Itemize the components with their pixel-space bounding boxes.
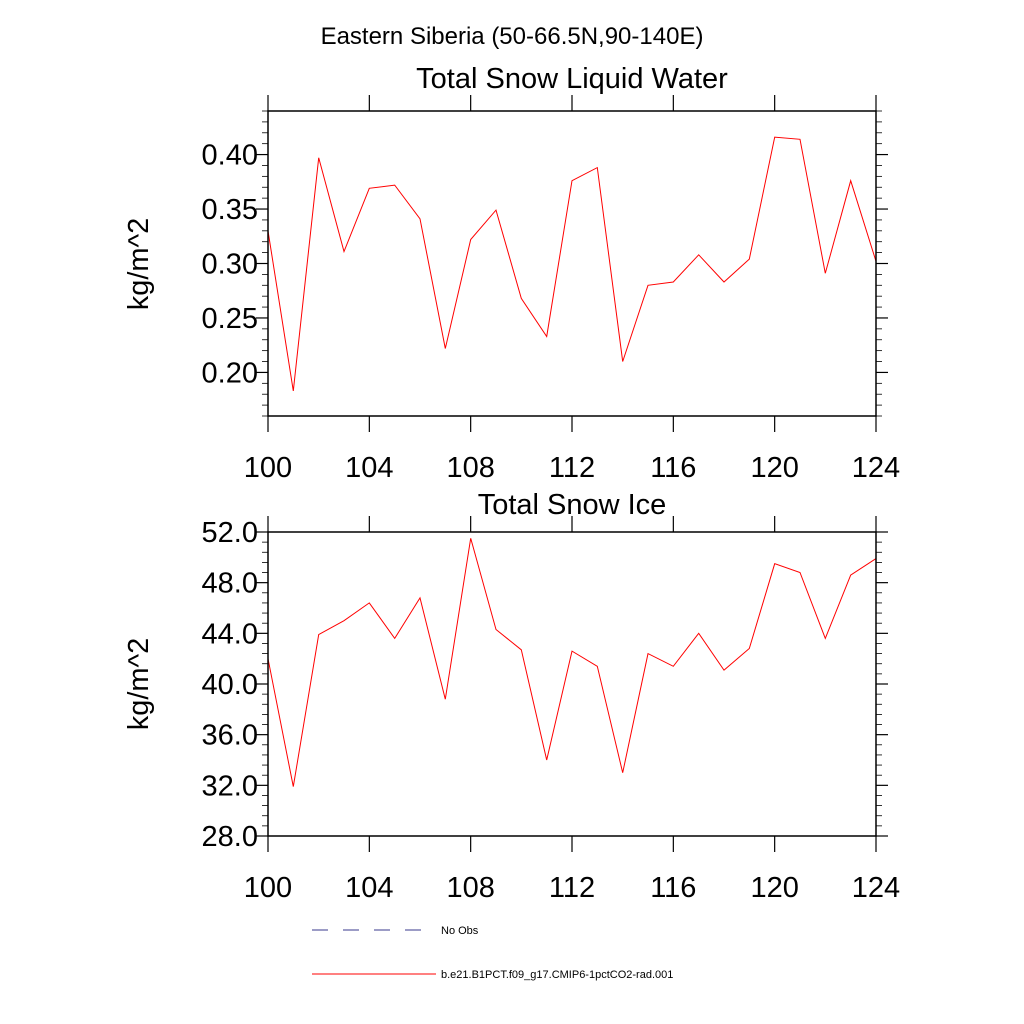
x-tick-label: 112 xyxy=(549,452,595,484)
x-tick-label: 100 xyxy=(244,452,292,484)
snow-liquid-water-plot: Total Snow Liquid Water kg/m^2 100 104 108… xyxy=(123,63,900,484)
y-tick-label: 0.35 xyxy=(202,194,258,226)
x-tick-label: 108 xyxy=(446,452,494,484)
x-tick-label: 116 xyxy=(650,452,696,484)
y-axis-label: kg/m^2 xyxy=(123,638,155,731)
y-tick-label: 48.0 xyxy=(202,568,258,600)
x-tick-label: 124 xyxy=(852,872,900,904)
x-tick-label: 108 xyxy=(446,872,494,904)
series-line xyxy=(267,136,877,391)
x-tick-label: 120 xyxy=(750,872,798,904)
x-tick-label: 124 xyxy=(852,452,900,484)
x-tick-label: 116 xyxy=(650,872,696,904)
axis-ticks xyxy=(256,95,888,432)
y-tick-label: 0.30 xyxy=(202,249,258,281)
legend: No Obs b.e21.B1PCT.f09_g17.CMIP6-1pctCO2… xyxy=(312,925,673,981)
legend-label-no-obs: No Obs xyxy=(441,925,479,937)
series-group xyxy=(267,136,877,391)
x-tick-label: 120 xyxy=(750,452,798,484)
page-title: Eastern Siberia (50-66.5N,90-140E) xyxy=(321,23,704,50)
plot-title: Total Snow Liquid Water xyxy=(416,63,728,95)
x-tick-label: 104 xyxy=(345,452,393,484)
plot-title: Total Snow Ice xyxy=(478,489,667,521)
series-line xyxy=(267,538,877,787)
x-tick-label: 112 xyxy=(549,872,595,904)
axis-ticks xyxy=(256,516,888,852)
y-axis-label: kg/m^2 xyxy=(123,218,155,311)
y-tick-label: 28.0 xyxy=(202,821,258,853)
y-tick-label: 0.20 xyxy=(202,357,258,389)
y-tick-label: 0.40 xyxy=(202,140,258,172)
tick-labels: 100 104 108 112 116 120 124 0.20 0.25 0.30 0.35 0.4… xyxy=(202,140,901,484)
x-tick-label: 100 xyxy=(244,872,292,904)
y-tick-label: 36.0 xyxy=(202,720,258,752)
x-tick-label: 104 xyxy=(345,872,393,904)
y-tick-label: 40.0 xyxy=(202,669,258,701)
legend-label-model: b.e21.B1PCT.f09_g17.CMIP6-1pctCO2-rad.00… xyxy=(441,969,673,981)
snow-ice-plot: Total Snow Ice kg/m^2 100 104 108 112 116 120… xyxy=(123,489,900,904)
tick-labels: 100 104 108 112 116 120 124 28.0 32.0 36.0 40.0 44.… xyxy=(202,517,901,904)
plot-frame xyxy=(267,531,877,837)
plot-frame xyxy=(267,110,877,417)
y-tick-label: 32.0 xyxy=(202,770,258,802)
y-tick-label: 0.25 xyxy=(202,303,258,335)
series-group xyxy=(267,538,877,787)
y-tick-label: 52.0 xyxy=(202,517,258,549)
y-tick-label: 44.0 xyxy=(202,618,258,650)
